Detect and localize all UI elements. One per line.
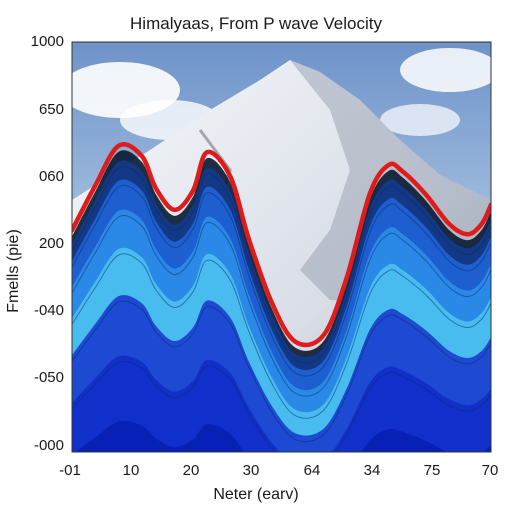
x-tick-label: 20 (182, 462, 200, 479)
y-tick-label: -040 (33, 302, 64, 319)
plot-border (71, 41, 492, 453)
y-tick-label: 650 (38, 101, 64, 118)
cloud (400, 48, 491, 92)
y-tick-label: 200 (38, 235, 64, 252)
cloud (380, 104, 460, 136)
strata-line (83, 426, 491, 452)
chart-title: Himalyaas, From P wave Velocity (130, 14, 382, 33)
strata-line (72, 300, 491, 443)
strata-line (72, 155, 491, 358)
x-tick-label: 75 (423, 462, 441, 479)
y-tick-label: -050 (33, 369, 64, 386)
x-tick-label: -01 (59, 462, 81, 479)
x-axis-label: Neter (earv) (213, 486, 299, 503)
x-tick-label: 34 (363, 462, 381, 479)
strata-line (72, 361, 491, 452)
x-tick-label: 30 (242, 462, 260, 479)
x-tick-label: 64 (303, 462, 321, 479)
x-tick-label: 70 (481, 462, 499, 479)
velocity-band (72, 355, 491, 452)
y-tick-label: -000 (33, 437, 64, 454)
velocity-band (72, 420, 491, 452)
strata-line (72, 215, 491, 397)
strata-line (72, 253, 491, 419)
y-tick-label: 1000 (30, 33, 64, 50)
y-tick-label: 060 (38, 168, 64, 185)
strata-line (72, 184, 491, 377)
x-tick-label: 10 (122, 462, 140, 479)
strata-line (72, 165, 491, 364)
velocity-bands (72, 150, 491, 452)
velocity-line-series (72, 142, 491, 348)
